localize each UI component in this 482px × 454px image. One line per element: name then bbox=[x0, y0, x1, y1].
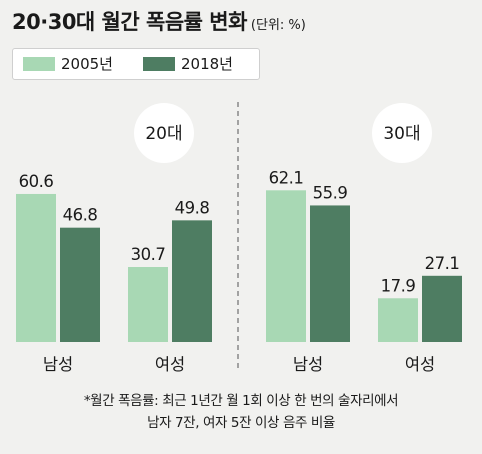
bar bbox=[266, 190, 306, 342]
footnote-line-1: *월간 폭음률: 최근 1년간 월 1회 이상 한 번의 술자리에서 bbox=[83, 393, 399, 409]
bar bbox=[128, 267, 168, 342]
data-label: 30.7 bbox=[131, 245, 166, 264]
age-group-badge bbox=[134, 103, 194, 163]
legend-swatch-2005 bbox=[23, 57, 55, 71]
legend-item-2018: 2018년 bbox=[143, 55, 233, 73]
legend-item-2005: 2005년 bbox=[23, 55, 113, 73]
age-group-label: 30대 bbox=[383, 124, 420, 144]
data-label: 46.8 bbox=[63, 206, 98, 225]
bar bbox=[378, 298, 418, 342]
bar bbox=[422, 275, 462, 342]
legend-label-2018: 2018년 bbox=[181, 55, 233, 73]
category-label: 여성 bbox=[405, 355, 435, 374]
legend: 2005년 2018년 bbox=[12, 48, 260, 80]
bar bbox=[172, 220, 212, 342]
data-label: 60.6 bbox=[19, 172, 54, 191]
bar bbox=[60, 227, 100, 342]
data-label: 49.8 bbox=[175, 198, 210, 217]
age-group-badge bbox=[372, 103, 432, 163]
category-label: 남성 bbox=[43, 355, 73, 374]
legend-label-2005: 2005년 bbox=[61, 55, 113, 73]
data-label: 55.9 bbox=[313, 183, 348, 202]
data-label: 62.1 bbox=[269, 168, 304, 187]
title-row: 20·30대 월간 폭음률 변화 (단위: %) bbox=[12, 6, 306, 36]
unit-label: (단위: %) bbox=[250, 18, 306, 33]
data-label: 17.9 bbox=[381, 276, 416, 295]
legend-swatch-2018 bbox=[143, 57, 175, 71]
chart-title: 20·30대 월간 폭음률 변화 bbox=[12, 10, 247, 34]
bar bbox=[16, 193, 56, 342]
footnote-line-2: 남자 7잔, 여자 5잔 이상 음주 비율 bbox=[147, 415, 335, 431]
category-label: 남성 bbox=[293, 355, 323, 374]
bar bbox=[310, 205, 350, 342]
category-label: 여성 bbox=[155, 355, 185, 374]
data-label: 27.1 bbox=[425, 254, 460, 273]
footnote: *월간 폭음률: 최근 1년간 월 1회 이상 한 번의 술자리에서 남자 7잔… bbox=[0, 390, 482, 434]
age-group-label: 20대 bbox=[145, 124, 182, 144]
